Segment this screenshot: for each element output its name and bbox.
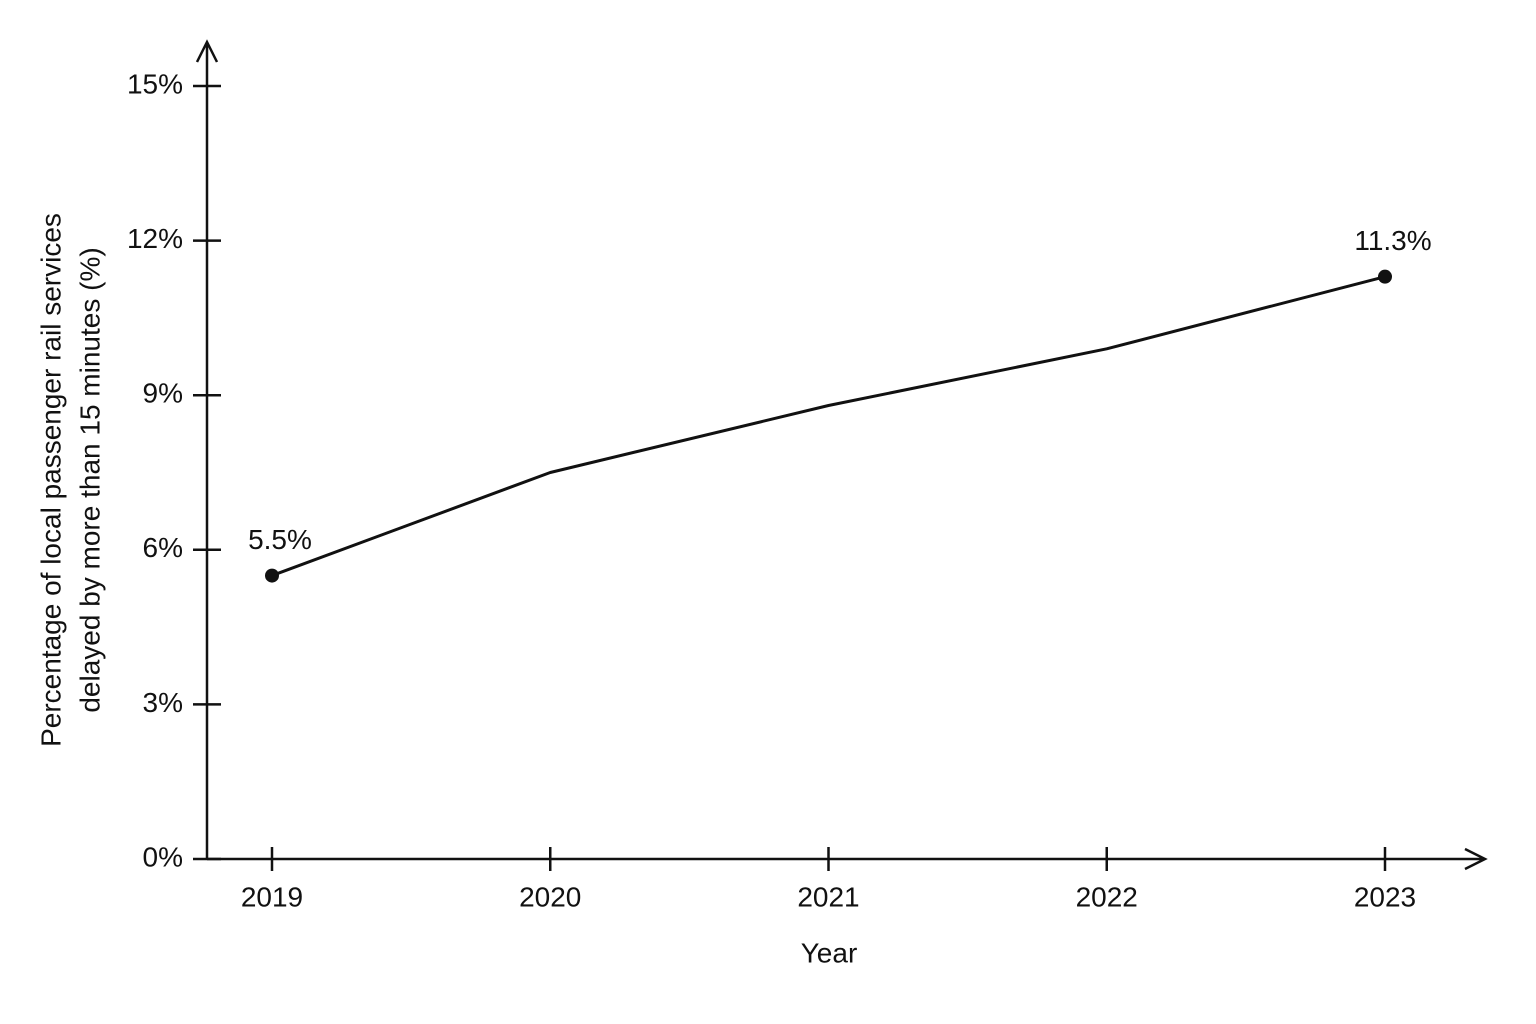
x-axis-label: Year: [801, 937, 858, 968]
y-tick-label: 3%: [143, 687, 183, 718]
y-axis: [195, 39, 219, 859]
x-axis: [207, 847, 1488, 871]
x-tick-label: 2020: [519, 881, 581, 912]
x-tick-label: 2019: [241, 881, 303, 912]
x-tick-label: 2023: [1354, 881, 1416, 912]
x-tick-label: 2022: [1076, 881, 1138, 912]
y-tick-label: 9%: [143, 378, 183, 409]
x-tick-label: 2021: [797, 881, 859, 912]
y-axis-label: delayed by more than 15 minutes (%): [74, 247, 105, 712]
data-label: 11.3%: [1354, 225, 1431, 256]
data-point: [1378, 269, 1392, 284]
data-point: [265, 568, 279, 583]
y-axis-label: Percentage of local passenger rail servi…: [35, 213, 66, 747]
y-tick-label: 6%: [143, 532, 183, 563]
y-tick-label: 12%: [127, 223, 183, 254]
y-tick-label: 0%: [143, 841, 183, 872]
data-line: [271, 275, 1386, 577]
data-label: 5.5%: [248, 524, 312, 555]
y-tick-label: 15%: [127, 68, 183, 99]
